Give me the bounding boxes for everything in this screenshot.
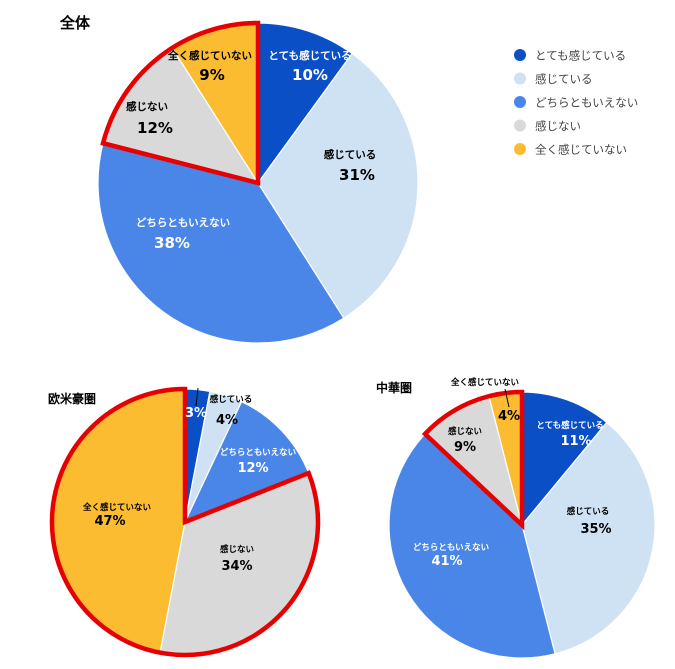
chart-title: 全体: [59, 14, 91, 32]
slice-value-label: 9%: [199, 66, 224, 84]
legend-swatch: [514, 96, 526, 108]
leader-line: [195, 387, 199, 407]
slice-category-label: 感じない: [448, 426, 482, 437]
chart-title: 欧米豪圏: [48, 391, 96, 406]
slice-category-label: 感じている: [567, 506, 610, 517]
slice-value-label: 41%: [431, 554, 462, 569]
slice-category-label: とても感じている: [169, 377, 236, 388]
pie-slice: [388, 433, 556, 659]
pie-slice: [97, 142, 345, 344]
slice-category-label: とても感じている: [268, 49, 351, 62]
highlight-outline: [49, 386, 321, 658]
legend-swatch: [514, 72, 526, 85]
pie-slice: [257, 52, 419, 319]
pie-slice: [183, 400, 310, 524]
slice-category-label: 全く感じていない: [450, 377, 519, 388]
slice-value-label: 4%: [498, 409, 520, 424]
pie-chart-1: 欧米豪圏 とても感じている 3%感じている 4% どちらともいえない 12% 感じない 34%…: [48, 377, 321, 658]
highlight-outline: [100, 20, 261, 186]
chart-title: 中華圏: [376, 380, 412, 395]
slice-category-label: とても感じている: [536, 420, 603, 431]
slice-value-label: 12%: [137, 119, 173, 137]
legend-swatch: [514, 49, 526, 61]
highlight-outline: [421, 389, 525, 531]
slice-category-label: どちらともいえない: [413, 542, 489, 553]
slice-category-label: どちらともいえない: [136, 216, 230, 229]
slice-value-label: 38%: [154, 234, 190, 252]
legend-label: 感じない: [535, 119, 581, 133]
slice-value-label: 4%: [216, 413, 238, 428]
legend-swatch: [514, 143, 526, 155]
slice-value-label: 35%: [580, 522, 611, 537]
legend-swatch: [514, 119, 526, 132]
slice-category-label: 全く感じていない: [82, 502, 151, 513]
legend-label: 感じている: [535, 72, 593, 86]
slice-category-label: 感じている: [210, 394, 253, 405]
legend-label: とても感じている: [535, 49, 626, 63]
slice-category-label: 感じない: [126, 100, 168, 113]
slice-value-label: 12%: [237, 461, 268, 476]
slice-value-label: 11%: [560, 434, 591, 449]
slice-category-label: 感じている: [324, 148, 377, 161]
slice-value-label: 47%: [94, 514, 125, 529]
slice-category-label: 感じない: [220, 544, 254, 555]
pie-slice: [257, 22, 353, 185]
leader-line: [504, 388, 510, 408]
slice-value-label: 3%: [185, 406, 207, 421]
legend-label: どちらともいえない: [535, 96, 638, 110]
pie-slice: [521, 391, 608, 527]
slice-value-label: 10%: [292, 66, 328, 84]
slice-value-label: 31%: [339, 166, 375, 184]
slice-value-label: 9%: [454, 440, 476, 455]
pie-slice: [521, 421, 656, 655]
slice-category-label: どちらともいえない: [220, 447, 296, 458]
slice-category-label: 全く感じていない: [167, 49, 252, 62]
legend-label: 全く感じていない: [535, 143, 627, 157]
slice-value-label: 34%: [221, 559, 252, 574]
